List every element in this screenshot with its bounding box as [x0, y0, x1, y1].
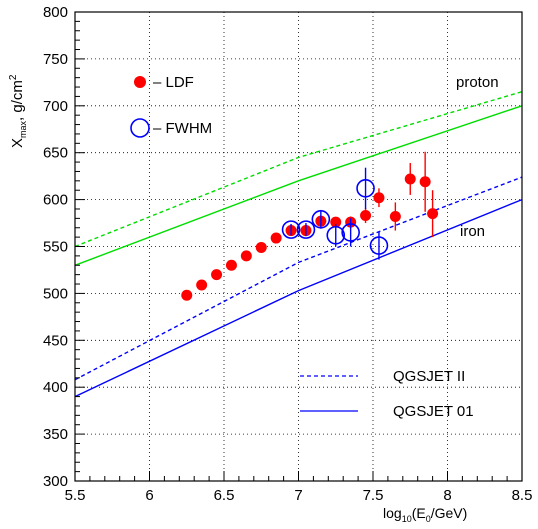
ldf-legend-label: – LDF	[153, 74, 194, 91]
proton-label: proton	[456, 74, 499, 91]
y-tick-label: 800	[43, 4, 68, 21]
ldf-point	[181, 289, 193, 301]
proton-qgsjet-ii-curve	[74, 91, 523, 248]
fwhm-point	[326, 225, 346, 245]
iron-label: iron	[460, 223, 485, 240]
ldf-point	[196, 279, 208, 291]
grid	[75, 12, 522, 481]
iron-qgsjet-01-curve	[74, 198, 523, 398]
ldf-point	[255, 241, 267, 253]
fwhm-legend-label: – FWHM	[153, 120, 212, 137]
ldf-point	[330, 216, 342, 228]
fwhm-point	[356, 179, 375, 198]
ldf-legend-marker	[134, 76, 146, 88]
y-tick-label: 450	[43, 332, 68, 349]
iron-qgsjet-ii-curve	[74, 176, 523, 381]
fwhm-point	[369, 236, 389, 255]
ldf-point	[270, 232, 282, 244]
ldf-point	[240, 250, 252, 262]
fwhm-legend-marker	[130, 118, 150, 138]
x-axis-title: log10(E0/GeV)	[383, 505, 467, 524]
x-tick-label: 8	[443, 487, 451, 504]
ldf-point	[427, 208, 439, 220]
y-tick-label: 650	[43, 145, 68, 162]
x-tick-label: 7.5	[363, 487, 384, 504]
x-tick-label: 8.5	[512, 487, 533, 504]
y-tick-label: 550	[43, 239, 68, 256]
data-points	[181, 151, 439, 301]
ldf-point	[360, 210, 372, 222]
ldf-point	[419, 176, 431, 188]
fwhm-point	[311, 209, 331, 229]
legend-lines: QGSJET II QGSJET 01	[300, 368, 474, 420]
x-tick-label: 7	[294, 487, 302, 504]
ldf-point	[211, 269, 223, 281]
proton-qgsjet-01-curve	[74, 105, 523, 266]
ldf-point	[404, 173, 416, 185]
x-tick-label: 6	[145, 487, 153, 504]
ldf-point	[373, 192, 385, 204]
axis-ticks: 5.5 6 6.5 7 7.5 8 8.5 300 350 400 450 500 550 600 650 7…	[43, 4, 532, 504]
qgsjet-ii-legend-label: QGSJET II	[393, 368, 465, 385]
y-tick-label: 750	[43, 51, 68, 68]
y-tick-label: 700	[43, 98, 68, 115]
y-tick-label: 350	[43, 426, 68, 443]
x-tick-label: 6.5	[214, 487, 235, 504]
y-tick-label: 300	[43, 473, 68, 490]
y-tick-label: 600	[43, 192, 68, 209]
ldf-point	[389, 210, 401, 222]
model-curves	[74, 91, 523, 398]
ldf-point	[225, 259, 237, 271]
y-tick-label: 400	[43, 379, 68, 396]
fwhm-point	[341, 223, 360, 242]
x-tick-label: 5.5	[65, 487, 86, 504]
fwhm-point	[296, 220, 316, 239]
legend-markers: – LDF – FWHM	[130, 74, 212, 138]
y-tick-label: 500	[43, 285, 68, 302]
fwhm-point	[281, 220, 301, 239]
qgsjet-01-legend-label: QGSJET 01	[393, 403, 474, 420]
